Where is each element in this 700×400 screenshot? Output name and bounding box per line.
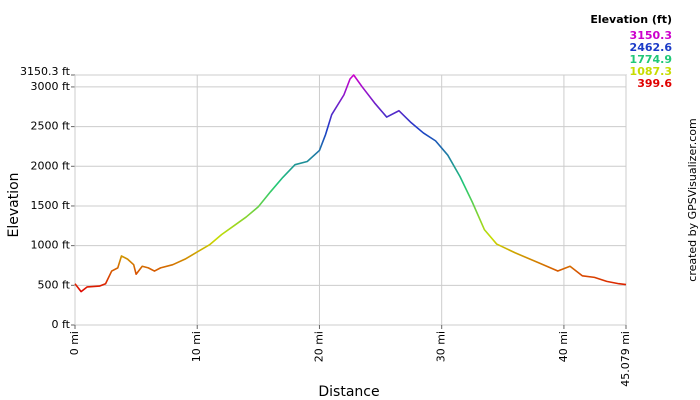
y-tick-label: 0 ft — [52, 318, 71, 331]
elevation-line — [74, 74, 627, 293]
x-tick-label: 30 mi — [435, 331, 448, 362]
y-tick-label: 2500 ft — [31, 120, 71, 133]
legend-value: 2462.6 — [630, 41, 673, 54]
legend-value: 3150.3 — [630, 29, 672, 42]
y-tick-label: 2000 ft — [31, 159, 71, 172]
x-tick-label: 0 mi — [68, 331, 81, 355]
plot-area — [74, 74, 627, 326]
x-tick-label: 10 mi — [190, 331, 203, 362]
x-tick-label: 40 mi — [557, 331, 570, 362]
legend-value: 1087.3 — [630, 65, 672, 78]
y-tick-label: 1000 ft — [31, 239, 71, 252]
y-axis-title: Elevation — [6, 172, 22, 237]
y-tick-label: 3000 ft — [31, 80, 71, 93]
legend-value: 399.6 — [637, 77, 672, 90]
y-tick-label: 1500 ft — [31, 199, 71, 212]
legend-value: 1774.9 — [630, 53, 672, 66]
x-axis-title: Distance — [318, 384, 379, 400]
y-tick-label: 3150.3 ft — [20, 65, 71, 78]
legend-title: Elevation (ft) — [590, 13, 672, 26]
x-tick-label: 45.079 mi — [619, 331, 632, 387]
y-tick-label: 500 ft — [38, 278, 71, 291]
credit: created by GPSVisualizer.com — [686, 118, 699, 281]
x-tick-label: 20 mi — [312, 331, 325, 362]
